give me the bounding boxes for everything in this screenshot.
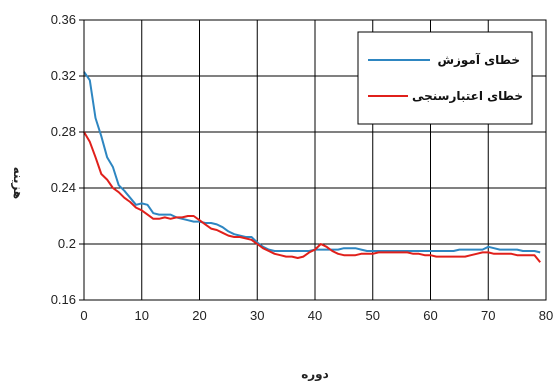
x-axis-title: دوره [301,367,329,382]
plot-frame [83,19,547,301]
y-tick-label: 0.2 [58,236,76,251]
y-axis-title: هزینه [11,167,25,199]
x-tick-label: 80 [539,308,553,323]
y-tick-label: 0.28 [51,124,76,139]
legend-box [357,31,533,125]
x-tick-label: 20 [192,308,206,323]
legend-label-validation: خطای اعتبارسنجی [412,89,523,103]
series-lines [83,71,541,263]
tick-labels: 0 10 20 30 40 50 60 70 80 0.16 0.2 0.24 0.28 0.32 0.36 [51,12,554,323]
x-tick-label: 70 [481,308,495,323]
x-tick-label: 30 [250,308,264,323]
x-tick-label: 40 [308,308,322,323]
legend: خطای آموزش خطای اعتبارسنجی [357,31,533,125]
y-tick-label: 0.32 [51,68,76,83]
legend-label-training: خطای آموزش [437,52,520,68]
x-tick-label: 60 [423,308,437,323]
y-tick-label: 0.36 [51,12,76,27]
y-tick-label: 0.24 [51,180,76,195]
series-line-validation [83,131,541,263]
x-tick-label: 50 [366,308,380,323]
x-tick-label: 10 [135,308,149,323]
x-tick-label: 0 [80,308,87,323]
y-tick-label: 0.16 [51,292,76,307]
